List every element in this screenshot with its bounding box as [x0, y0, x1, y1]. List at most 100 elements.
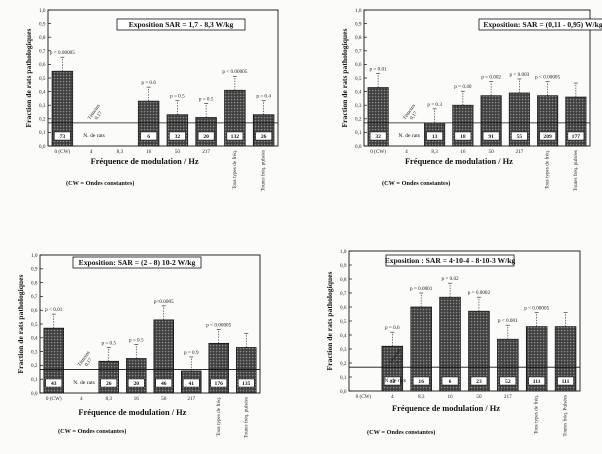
- rat-count: 6: [147, 134, 150, 140]
- p-value-label: p = 0.40: [454, 84, 472, 90]
- y-tick-label: 0,4: [340, 333, 347, 339]
- count-box: [128, 378, 145, 388]
- y-tick-label: 0,9: [31, 267, 38, 273]
- y-tick-label: 0,2: [340, 361, 347, 367]
- x-tick-label: 16: [460, 149, 466, 155]
- y-tick-label: 0,4: [355, 89, 362, 95]
- x-axis-label: Fréquence de modulation / Hz: [405, 157, 513, 166]
- title-box: [72, 256, 202, 269]
- p-value-label: p < 0.00005: [50, 50, 75, 56]
- p-value-label: p = 0.5: [129, 338, 144, 344]
- rat-count: 73: [60, 134, 66, 140]
- rat-count: 132: [231, 134, 240, 140]
- y-tick-label: 0,5: [31, 322, 38, 328]
- cw-caption: (CW = Ondes constantes): [382, 180, 450, 187]
- cw-caption: (CW = Ondes constantes): [66, 180, 134, 187]
- x-tick-label: 0 (CW): [46, 395, 62, 402]
- y-tick-label: 0,1: [39, 130, 46, 136]
- x-tick-label: 0 (CW): [356, 393, 372, 400]
- n-rats-label: N. de rats: [384, 378, 406, 384]
- y-tick-label: 0,7: [39, 49, 46, 55]
- x-tick-label: 217: [504, 394, 512, 400]
- p-value-label: p < 0.00005: [206, 322, 231, 328]
- chart-title: Exposition : SAR = 4·10-4 - 8·10-3 W/kg: [385, 256, 516, 265]
- count-box: [454, 131, 472, 141]
- y-tick-label: 0,2: [31, 363, 38, 369]
- chart-title: Exposition: SAR = (2 - 8) 10-2 W/kg: [79, 258, 196, 267]
- count-box: [169, 131, 186, 141]
- rat-count: 111: [562, 379, 570, 385]
- chart-panel-4: 0,0 0,1 0,2 0,3 0,4 0,5 0,6 0,7 0,8 0,9 1,0 Fractio…: [325, 249, 581, 437]
- count-box: [197, 131, 215, 141]
- temoins-value: 0,17: [410, 111, 419, 121]
- rat-count: 52: [505, 379, 511, 385]
- rat-count: 16: [418, 379, 424, 385]
- y-tick-label: 0,4: [31, 336, 38, 342]
- y-tick-label: 0,6: [39, 62, 46, 68]
- rat-count: 12: [390, 379, 396, 385]
- count-box: [210, 378, 227, 388]
- rat-count: 32: [175, 134, 181, 140]
- y-tick-label: 0,6: [31, 308, 38, 314]
- chart-panel-2: 0,0 0,1 0,2 0,3 0,4 0,5 0,6 0,7 0,8 0,9 1,0 Fractio…: [340, 8, 602, 191]
- p-value-label: p = 0.02: [441, 276, 459, 282]
- count-box: [100, 378, 117, 388]
- rat-count: 177: [572, 134, 581, 140]
- temoins-value: 0,17: [396, 355, 405, 365]
- y-tick-label: 0,5: [355, 76, 362, 82]
- rat-count: 13: [432, 134, 438, 140]
- rat-count: 176: [215, 381, 224, 387]
- x-tick-label: Toutes fréq. pulsées: [242, 397, 249, 438]
- p-value-label: p = 0.4: [256, 94, 271, 100]
- rat-count: 111: [533, 379, 541, 385]
- y-tick-label: 0,1: [340, 375, 347, 381]
- y-axis-label: Fraction de rats pathologiques: [340, 28, 349, 127]
- y-tick-label: 1,0: [355, 8, 362, 14]
- p-value-label: p = 0.5: [101, 340, 116, 346]
- y-tick-label: 0,2: [355, 117, 362, 123]
- temoins-value: 0,17: [85, 357, 94, 367]
- n-rats-label: N. de rats: [398, 133, 420, 139]
- x-tick-label: Tous types de fréq.: [533, 395, 540, 434]
- x-tick-label: Tous types de fréq.: [544, 150, 551, 189]
- rat-count: 6: [449, 379, 452, 385]
- y-tick-label: 0,9: [355, 21, 362, 27]
- p-value-label: p = 0.0001: [410, 286, 433, 292]
- y-tick-label: 0,0: [340, 389, 347, 395]
- y-tick-label: 0,0: [39, 144, 46, 150]
- x-axis-label: Fréquence de modulation / Hz: [91, 157, 199, 166]
- rat-count: 209: [543, 134, 552, 140]
- y-tick-label: 0,3: [39, 103, 46, 109]
- y-tick-label: 0,6: [355, 62, 362, 68]
- x-tick-label: Toutes fréq. pulsées: [260, 150, 267, 191]
- p-value-label: p = 0.6: [385, 325, 400, 331]
- x-tick-label: 16: [146, 149, 152, 155]
- bar: [252, 114, 275, 147]
- y-tick-label: 0,9: [39, 21, 46, 27]
- count-box: [567, 131, 585, 141]
- count-box: [441, 376, 459, 386]
- x-tick-label: 217: [515, 149, 523, 155]
- cw-caption: (CW = Ondes constantes): [58, 428, 126, 435]
- temoins-value: 0,17: [95, 111, 104, 121]
- count-box: [369, 131, 387, 141]
- n-rats-label: N. de rats: [73, 380, 95, 386]
- n-rats-label: N. de rats: [83, 133, 105, 139]
- rat-count: 91: [488, 134, 494, 140]
- y-tick-label: 1,0: [31, 253, 38, 259]
- x-tick-label: 0 (CW): [55, 148, 71, 155]
- bar: [125, 358, 147, 394]
- x-tick-label: 4: [391, 394, 394, 400]
- x-tick-label: Toutes fréq. Pulsées: [562, 395, 569, 437]
- x-tick-label: 0 (CW): [370, 148, 386, 155]
- rat-count: 26: [106, 381, 112, 387]
- y-tick-label: 0,7: [355, 49, 362, 55]
- y-tick-label: 0,4: [39, 89, 46, 95]
- x-tick-label: 50: [161, 396, 167, 402]
- y-tick-label: 1,0: [39, 8, 46, 14]
- y-tick-label: 0,1: [355, 130, 362, 136]
- y-tick-label: 0,2: [39, 117, 46, 123]
- p-value-label: p = 0.01: [370, 67, 388, 73]
